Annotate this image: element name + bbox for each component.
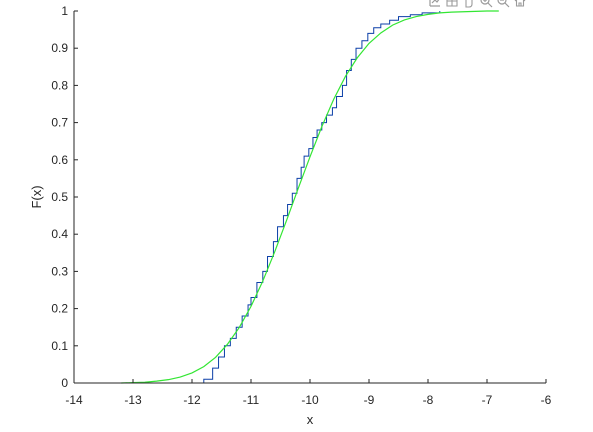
home-icon[interactable] xyxy=(513,0,527,8)
x-tick-label: -12 xyxy=(183,393,201,407)
y-tick-label: 0.9 xyxy=(51,41,68,55)
fitted-cdf-series xyxy=(121,10,499,384)
grid-icon[interactable] xyxy=(445,0,459,8)
x-tick-label: -14 xyxy=(65,393,83,407)
x-tick-label: -7 xyxy=(482,393,493,407)
y-tick-label: 0.1 xyxy=(51,339,68,353)
x-tick-label: -9 xyxy=(364,393,375,407)
y-axis-label: F(x) xyxy=(29,185,44,208)
axis-layer: -14 -13 -12 -11 -10 -9 -8 -7 -6 0 0.1 0.2 0.3 0.4 0.5 0… xyxy=(51,4,551,407)
x-tick-label: -6 xyxy=(541,393,552,407)
y-tick-label: 0.5 xyxy=(51,190,68,204)
y-tick-label: 0.3 xyxy=(51,264,68,278)
y-tick-label: 1 xyxy=(61,4,68,18)
empirical-cdf-series xyxy=(180,11,441,384)
pan-icon[interactable] xyxy=(462,0,476,8)
x-tick-label: -10 xyxy=(301,393,319,407)
x-tick-label: -8 xyxy=(423,393,434,407)
y-tick-label: 0.8 xyxy=(51,78,68,92)
y-tick-label: 0.2 xyxy=(51,302,68,316)
y-tick-label: 0.7 xyxy=(51,116,68,130)
x-axis-label: x xyxy=(307,412,314,427)
series-layer xyxy=(121,10,499,384)
axes-icon[interactable] xyxy=(428,0,442,8)
y-tick-label: 0 xyxy=(61,376,68,390)
figure-toolbar xyxy=(428,0,527,8)
zoom-out-icon[interactable] xyxy=(496,0,510,8)
zoom-in-icon[interactable] xyxy=(479,0,493,8)
x-tick-label: -13 xyxy=(124,393,142,407)
x-tick-label: -11 xyxy=(243,393,260,407)
y-tick-label: 0.6 xyxy=(51,153,68,167)
y-tick-label: 0.4 xyxy=(51,227,68,241)
